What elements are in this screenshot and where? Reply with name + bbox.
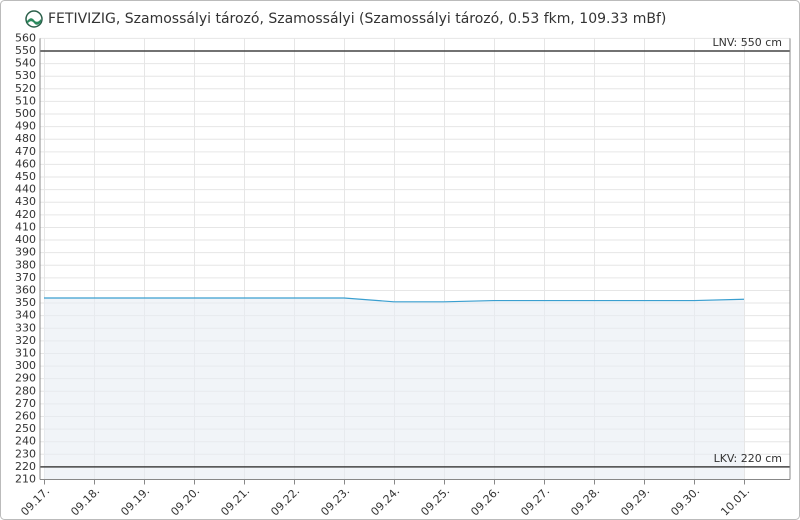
area	[44, 298, 744, 480]
y-tick-label: 370	[15, 271, 36, 284]
y-tick-label: 460	[15, 157, 36, 170]
y-tick-label: 520	[15, 82, 36, 95]
y-tick-label: 540	[15, 57, 36, 70]
y-tick-label: 380	[15, 258, 36, 271]
y-tick-label: 410	[15, 220, 36, 233]
y-tick-label: 440	[15, 183, 36, 196]
y-tick-label: 210	[15, 473, 36, 486]
y-tick-label: 250	[15, 422, 36, 435]
y-tick-label: 470	[15, 145, 36, 158]
y-tick-label: 280	[15, 384, 36, 397]
y-tick-label: 500	[15, 107, 36, 120]
logo	[25, 10, 43, 28]
y-tick-label: 530	[15, 69, 36, 82]
y-tick-label: 400	[15, 233, 36, 246]
y-tick-label: 550	[15, 44, 36, 57]
y-tick-label: 510	[15, 94, 36, 107]
chart-title: FETIVIZIG, Szamossályi tározó, Szamossál…	[48, 11, 666, 27]
y-tick-label: 480	[15, 132, 36, 145]
y-tick-label: 330	[15, 321, 36, 334]
y-tick-label: 270	[15, 397, 36, 410]
reference-label: LKV: 220 cm	[714, 452, 782, 465]
y-tick-label: 360	[15, 283, 36, 296]
y-tick-label: 230	[15, 447, 36, 460]
y-tick-label: 420	[15, 208, 36, 221]
y-tick-label: 490	[15, 120, 36, 133]
y-tick-label: 310	[15, 346, 36, 359]
y-tick-label: 300	[15, 359, 36, 372]
y-tick-label: 430	[15, 195, 36, 208]
y-tick-label: 220	[15, 460, 36, 473]
y-tick-label: 450	[15, 170, 36, 183]
y-tick-label: 320	[15, 334, 36, 347]
y-tick-label: 560	[15, 31, 36, 44]
y-tick-label: 290	[15, 372, 36, 385]
y-tick-label: 390	[15, 246, 36, 259]
y-tick-label: 260	[15, 409, 36, 422]
y-tick-label: 340	[15, 309, 36, 322]
reference-label: LNV: 550 cm	[713, 36, 782, 49]
y-tick-label: 350	[15, 296, 36, 309]
y-tick-label: 240	[15, 435, 36, 448]
line	[44, 297, 745, 303]
